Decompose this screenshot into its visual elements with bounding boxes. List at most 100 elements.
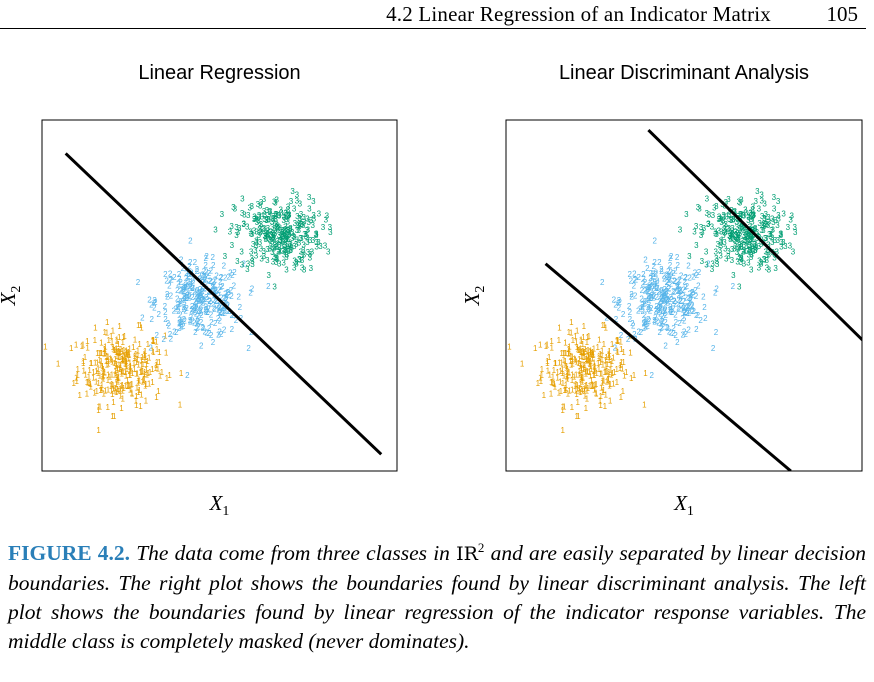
data-point-class-2: 2 [672, 288, 677, 297]
data-point-class-1: 1 [108, 372, 113, 381]
data-point-class-1: 1 [111, 381, 116, 390]
data-point-class-2: 2 [650, 291, 655, 300]
data-point-class-1: 1 [148, 368, 153, 377]
data-point-class-2: 2 [217, 327, 222, 336]
data-point-class-2: 2 [152, 298, 157, 307]
data-point-class-2: 2 [683, 274, 688, 283]
data-point-class-3: 3 [287, 243, 292, 252]
data-point-class-2: 2 [185, 291, 190, 300]
data-point-class-1: 1 [154, 361, 159, 370]
data-point-class-1: 1 [609, 371, 614, 380]
data-point-class-2: 2 [643, 256, 648, 265]
data-point-class-3: 3 [321, 223, 326, 232]
data-point-class-3: 3 [781, 238, 786, 247]
data-point-class-1: 1 [570, 360, 575, 369]
data-point-class-2: 2 [653, 280, 658, 289]
data-point-class-3: 3 [741, 231, 746, 240]
data-point-class-3: 3 [748, 236, 753, 245]
data-point-class-2: 2 [658, 303, 663, 312]
data-point-class-2: 2 [208, 297, 213, 306]
data-point-class-2: 2 [229, 311, 234, 320]
data-point-class-2: 2 [667, 285, 672, 294]
data-point-class-1: 1 [565, 375, 570, 384]
data-point-class-2: 2 [182, 294, 187, 303]
data-point-class-2: 2 [660, 293, 665, 302]
data-point-class-1: 1 [605, 378, 610, 387]
data-point-class-1: 1 [597, 336, 602, 345]
data-point-class-1: 1 [587, 353, 592, 362]
data-point-class-2: 2 [714, 328, 719, 337]
data-point-class-2: 2 [673, 277, 678, 286]
data-point-class-1: 1 [92, 389, 97, 398]
data-point-class-1: 1 [616, 337, 621, 346]
data-point-class-1: 1 [585, 367, 590, 376]
data-point-class-3: 3 [300, 256, 305, 265]
data-point-class-1: 1 [106, 336, 111, 345]
data-point-class-2: 2 [641, 275, 646, 284]
data-point-class-1: 1 [124, 362, 129, 371]
data-point-class-2: 2 [663, 306, 668, 315]
data-point-class-2: 2 [695, 271, 700, 280]
data-point-class-1: 1 [94, 387, 99, 396]
data-point-class-2: 2 [633, 291, 638, 300]
data-point-class-2: 2 [686, 303, 691, 312]
data-point-class-3: 3 [271, 229, 276, 238]
data-point-class-3: 3 [292, 263, 297, 272]
data-point-class-1: 1 [560, 365, 565, 374]
data-point-class-2: 2 [648, 283, 653, 292]
data-point-class-3: 3 [298, 220, 303, 229]
data-point-class-1: 1 [137, 386, 142, 395]
data-point-class-2: 2 [675, 253, 680, 262]
data-point-class-1: 1 [101, 375, 106, 384]
data-point-class-2: 2 [682, 307, 687, 316]
data-point-class-1: 1 [589, 359, 594, 368]
data-point-class-2: 2 [647, 292, 652, 301]
data-point-class-2: 2 [179, 286, 184, 295]
data-point-class-2: 2 [672, 297, 677, 306]
data-point-class-2: 2 [678, 287, 683, 296]
data-point-class-1: 1 [565, 372, 570, 381]
data-point-class-2: 2 [612, 295, 617, 304]
data-point-class-2: 2 [667, 276, 672, 285]
data-point-class-1: 1 [591, 351, 596, 360]
data-point-class-2: 2 [689, 295, 694, 304]
data-point-class-1: 1 [619, 358, 624, 367]
data-point-class-1: 1 [562, 403, 567, 412]
data-point-class-1: 1 [124, 359, 129, 368]
data-point-class-3: 3 [729, 216, 734, 225]
data-point-class-1: 1 [575, 385, 580, 394]
data-point-class-2: 2 [218, 307, 223, 316]
data-point-class-2: 2 [241, 260, 246, 269]
data-point-class-1: 1 [98, 361, 103, 370]
data-point-class-3: 3 [778, 230, 783, 239]
data-point-class-3: 3 [762, 255, 767, 264]
data-point-class-2: 2 [177, 275, 182, 284]
data-point-class-3: 3 [263, 235, 268, 244]
data-point-class-3: 3 [304, 232, 309, 241]
data-point-class-1: 1 [593, 381, 598, 390]
data-point-class-2: 2 [680, 314, 685, 323]
data-point-class-1: 1 [136, 351, 141, 360]
data-point-class-3: 3 [308, 250, 313, 259]
data-point-class-3: 3 [274, 240, 279, 249]
data-point-class-3: 3 [719, 218, 724, 227]
data-point-class-3: 3 [277, 260, 282, 269]
data-point-class-3: 3 [294, 240, 299, 249]
data-point-class-2: 2 [248, 289, 253, 298]
data-point-class-1: 1 [115, 385, 120, 394]
y-axis-subscript: 2 [9, 286, 24, 293]
data-point-class-2: 2 [648, 307, 653, 316]
data-point-class-3: 3 [717, 212, 722, 221]
data-point-class-3: 3 [764, 256, 769, 265]
data-point-class-2: 2 [221, 303, 226, 312]
data-point-class-3: 3 [732, 207, 737, 216]
data-point-class-3: 3 [310, 221, 315, 230]
data-point-class-1: 1 [113, 367, 118, 376]
data-point-class-3: 3 [283, 241, 288, 250]
data-point-class-2: 2 [178, 297, 183, 306]
data-point-class-2: 2 [659, 294, 664, 303]
data-point-class-3: 3 [702, 224, 707, 233]
data-point-class-3: 3 [739, 258, 744, 267]
data-point-class-3: 3 [311, 197, 316, 206]
data-point-class-3: 3 [274, 196, 279, 205]
